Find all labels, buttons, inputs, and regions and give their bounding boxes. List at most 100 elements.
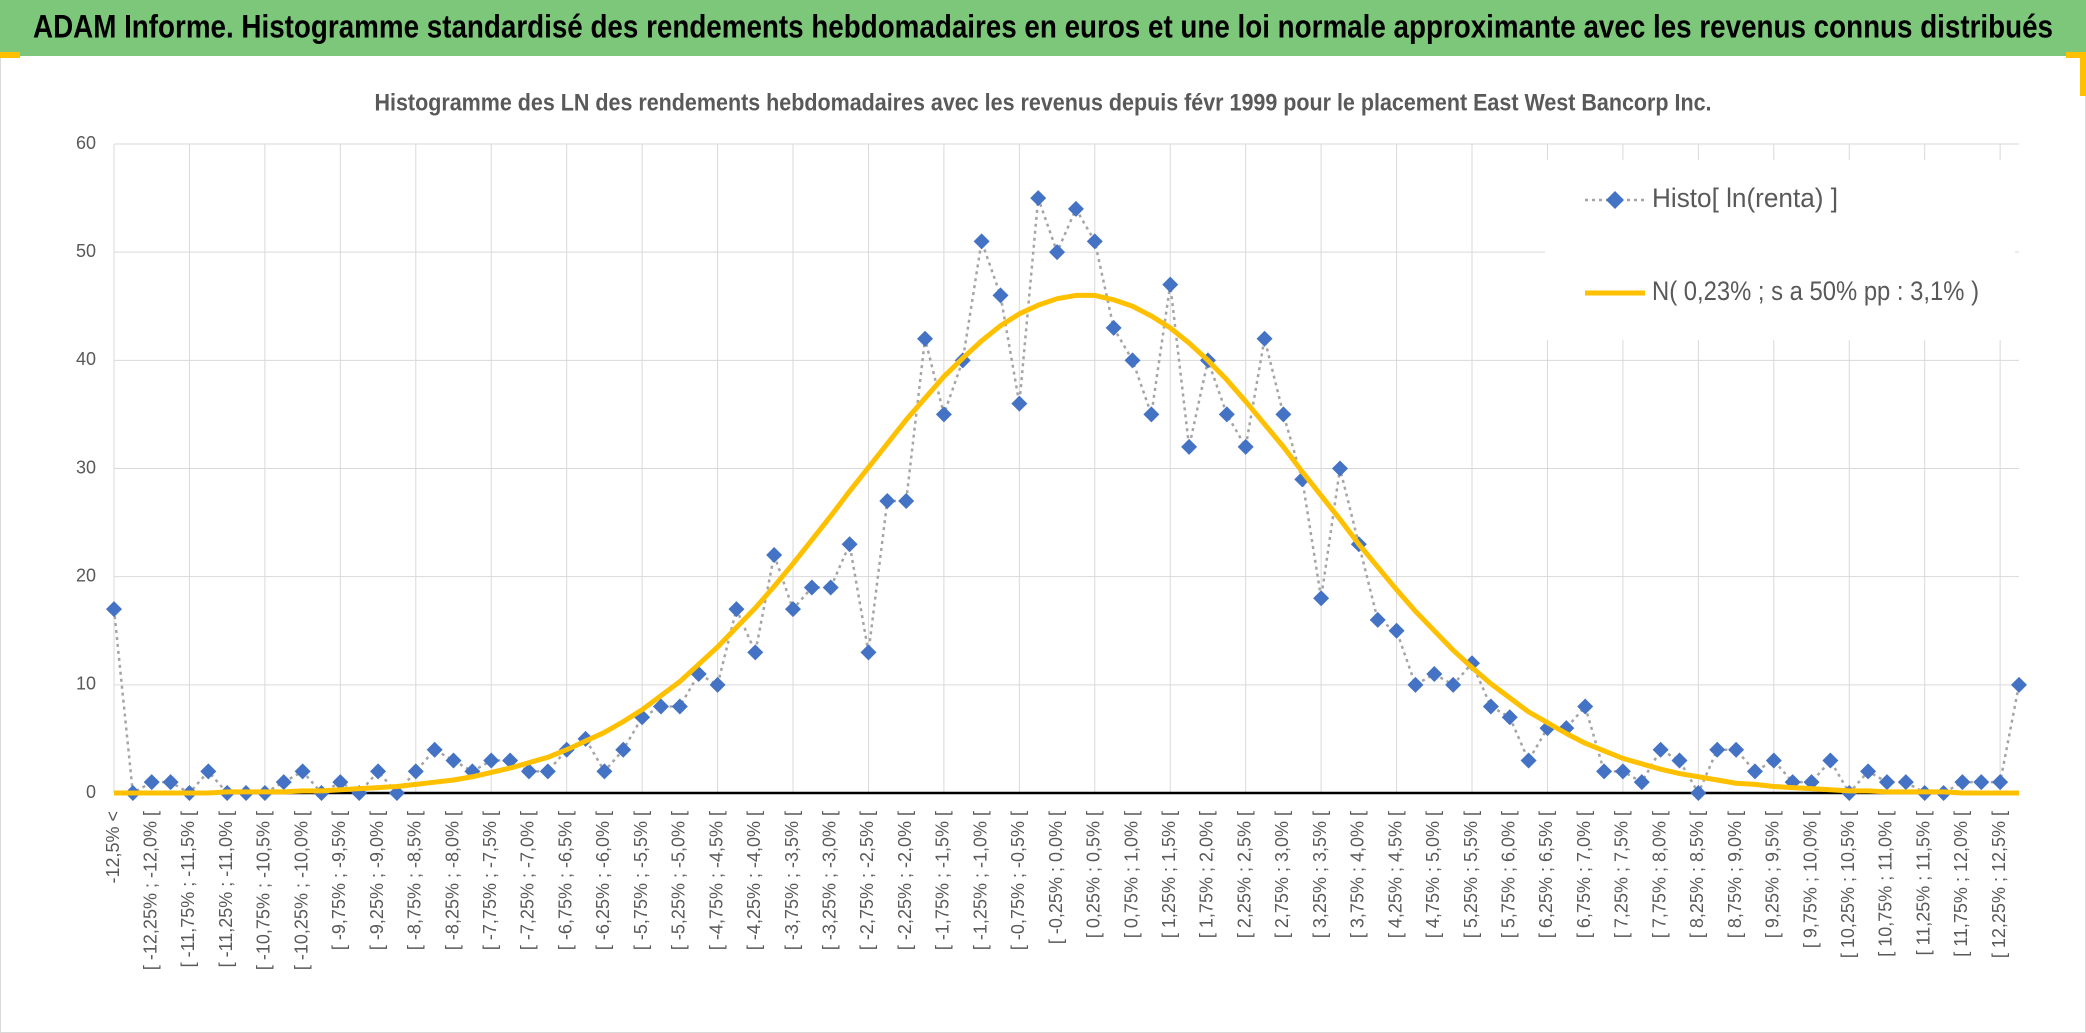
data-point [370, 763, 387, 780]
x-tick-label: [ 11,75% ; 12,0% [ [1951, 811, 1971, 957]
data-point [652, 698, 669, 715]
corner-mark [0, 52, 20, 58]
x-tick-label: [ -1,25% ; -1,0% [ [970, 811, 990, 950]
data-point [1746, 763, 1763, 780]
y-tick-label: 20 [76, 565, 96, 585]
legend-label: N( 0,23% ; s a 50% pp : 3,1% ) [1652, 276, 1979, 306]
x-tick-label: [ -8,25% ; -8,0% [ [442, 811, 462, 950]
y-tick-label: 10 [76, 674, 96, 694]
data-point [785, 601, 802, 618]
y-tick-label: 50 [76, 241, 96, 261]
x-tick-label: -12,5% < [103, 811, 123, 884]
data-point [1030, 190, 1047, 207]
data-point [1086, 233, 1103, 250]
x-tick-label: [ 8,25% ; 8,5% [ [1687, 811, 1707, 938]
data-point [1614, 763, 1631, 780]
data-point [671, 698, 688, 715]
x-tick-label: [ 1,75% ; 2,0% [ [1197, 811, 1217, 938]
data-point [1369, 611, 1386, 628]
data-point [917, 330, 934, 347]
chart-title: Histogramme des LN des rendements hebdom… [375, 89, 1712, 116]
x-tick-label: [ -4,75% ; -4,5% [ [706, 811, 726, 950]
data-point [162, 774, 179, 791]
data-point [973, 233, 990, 250]
data-point [1633, 774, 1650, 791]
data-point [1973, 774, 1990, 791]
x-tick-label: [ 12,25% ; 12,5% [ [1989, 811, 2009, 958]
data-point [1143, 406, 1160, 423]
page-title: ADAM Informe. Histogramme standardisé de… [33, 8, 2053, 44]
data-point [275, 774, 292, 791]
data-point [1067, 200, 1084, 217]
data-point [1860, 763, 1877, 780]
data-point [803, 579, 820, 596]
data-point [615, 741, 632, 758]
data-point [1878, 774, 1895, 791]
x-tick-label: [ -9,75% ; -9,5% [ [329, 811, 349, 950]
x-tick-label: [ 5,25% ; 5,5% [ [1461, 811, 1481, 938]
x-tick-label: [ 4,25% ; 4,5% [ [1385, 811, 1405, 938]
data-point [1011, 395, 1028, 412]
legend-label: Histo[ ln(renta) ] [1652, 183, 1838, 213]
x-tick-label: [ 2,25% ; 2,5% [ [1234, 811, 1254, 938]
data-point [200, 763, 217, 780]
x-tick-label: [ 10,75% ; 11,0% [ [1876, 811, 1896, 957]
data-point [1596, 763, 1613, 780]
x-tick-label: [ -3,75% ; -3,5% [ [782, 811, 802, 950]
x-tick-label: [ -10,25% ; -10,0% [ [291, 811, 311, 970]
x-tick-label: [ -6,25% ; -6,0% [ [593, 811, 613, 950]
data-point [106, 601, 122, 618]
x-tick-label: [ -8,75% ; -8,5% [ [405, 811, 425, 950]
data-point [1426, 666, 1443, 683]
data-point [728, 601, 745, 618]
y-tick-label: 60 [76, 133, 96, 153]
y-tick-label: 30 [76, 457, 96, 477]
x-tick-label: [ 3,75% ; 4,0% [ [1348, 811, 1368, 938]
x-tick-label: [ 2,75% ; 3,0% [ [1272, 811, 1292, 938]
data-point [426, 741, 443, 758]
data-point [747, 644, 764, 661]
legend-marker [1606, 191, 1624, 209]
data-point [898, 492, 915, 509]
x-tick-label: [ 10,25% ; 10,5% [ [1838, 811, 1858, 958]
data-point [1049, 244, 1066, 261]
data-point [1275, 406, 1292, 423]
x-tick-label: [ 6,25% ; 6,5% [ [1536, 811, 1556, 938]
x-tick-label: [ -5,25% ; -5,0% [ [669, 811, 689, 950]
x-tick-label: [ 7,25% ; 7,5% [ [1612, 811, 1632, 938]
data-point [332, 774, 349, 791]
data-point [1162, 276, 1179, 293]
data-point [841, 536, 858, 553]
data-point [1407, 676, 1424, 693]
data-point [1445, 676, 1462, 693]
corner-mark [2066, 52, 2086, 58]
data-point [483, 752, 500, 769]
header-band [0, 0, 2086, 56]
data-point [935, 406, 952, 423]
data-point [709, 676, 726, 693]
data-point [1897, 774, 1914, 791]
data-point [596, 763, 613, 780]
x-tick-label: [ -5,75% ; -5,5% [ [631, 811, 651, 950]
data-point [1181, 438, 1198, 455]
x-tick-label: [ 0,25% ; 0,5% [ [1084, 811, 1104, 938]
data-point [1501, 709, 1518, 726]
data-point [1482, 698, 1499, 715]
data-point [539, 763, 556, 780]
data-point [1218, 406, 1235, 423]
data-point [879, 492, 896, 509]
data-point [860, 644, 877, 661]
x-tick-label: [ 11,25% ; 11,5% [ [1913, 811, 1933, 955]
x-tick-label: [ 1,25% ; 1,5% [ [1159, 811, 1179, 938]
data-point [766, 547, 783, 564]
data-point [143, 774, 160, 791]
x-tick-label: [ -11,25% ; -11,0% [ [216, 811, 236, 967]
x-tick-label: [ -12,25% ; -12,0% [ [140, 811, 160, 970]
y-tick-label: 0 [86, 782, 96, 802]
data-point [520, 763, 537, 780]
x-tick-label: [ -2,25% ; -2,0% [ [895, 811, 915, 950]
data-point [1954, 774, 1971, 791]
data-point [1105, 319, 1122, 336]
x-tick-label: [ 0,75% ; 1,0% [ [1121, 811, 1141, 938]
